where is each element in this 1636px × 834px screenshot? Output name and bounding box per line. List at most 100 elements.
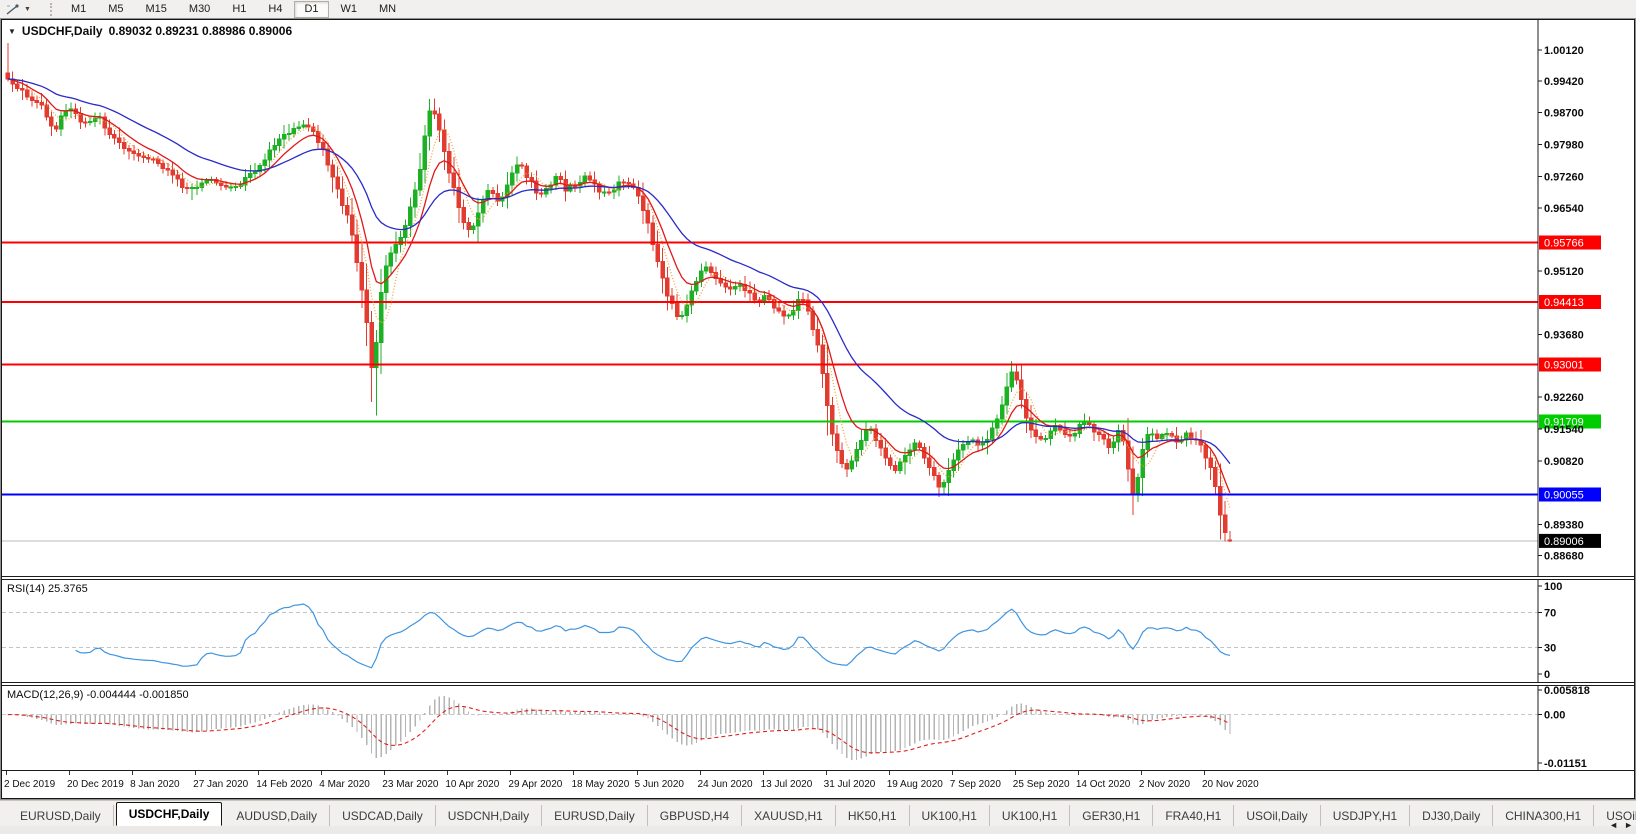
timeframe-button-mn[interactable]: MN <box>379 3 397 15</box>
current-price-badge-text: 0.89006 <box>1544 536 1584 548</box>
timeframe-button-h1[interactable]: H1 <box>232 3 247 15</box>
timeframe-button-w1[interactable]: W1 <box>340 3 358 15</box>
rsi-axis-label: 100 <box>1544 581 1562 593</box>
tab-scroll-right-button[interactable]: ► <box>1624 820 1633 830</box>
time-axis-label: 8 Jan 2020 <box>130 779 180 790</box>
time-axis-label: 7 Sep 2020 <box>949 779 1001 790</box>
svg-text:1.00120: 1.00120 <box>1544 45 1584 57</box>
top-toolbar: ▼ M1 M5 M15 M30 H1 H4 D1 W1 MN <box>0 0 1636 19</box>
macd-indicator-label: MACD(12,26,9) -0.004444 -0.001850 <box>7 689 189 701</box>
tab-scroll-left-button[interactable]: ◄ <box>1609 820 1619 830</box>
timeframe-button-m5[interactable]: M5 <box>108 3 124 15</box>
svg-text:0.96540: 0.96540 <box>1544 203 1584 215</box>
rsi-pane[interactable]: 100 70 30 0 RSI(14) 25.3765 <box>2 580 1634 682</box>
chart-title: ▼ USDCHF,Daily 0.89032 0.89231 0.88986 0… <box>8 24 292 38</box>
macd-histogram <box>11 696 1231 760</box>
time-axis-label: 4 Mar 2020 <box>319 779 370 790</box>
chart-tab-hk50-h1[interactable]: HK50,H1 <box>836 805 910 826</box>
timeframe-buttons: M1 M5 M15 M30 H1 H4 D1 W1 MN <box>60 0 407 18</box>
macd-axis-label: -0.01151 <box>1544 758 1587 770</box>
price-pane[interactable]: 0.95766 0.94413 0.93001 0.91709 0.90055 1.001… <box>2 20 1634 576</box>
chart-tab-china300-h1[interactable]: CHINA300,H1 <box>1493 805 1595 826</box>
time-axis-tick <box>573 771 575 775</box>
chart-tab-fra40-h1[interactable]: FRA40,H1 <box>1153 805 1235 826</box>
price-axis-labels: 1.00120 0.99420 0.98700 0.97980 0.97260 0.965… <box>1538 45 1584 562</box>
time-axis-label: 29 Apr 2020 <box>508 779 563 790</box>
time-axis-label: 2 Dec 2019 <box>4 779 56 790</box>
horizontal-object-lines[interactable]: 0.95766 0.94413 0.93001 0.91709 0.90055 <box>2 235 1601 502</box>
chart-tab-usoil-daily[interactable]: USOil,Daily <box>1234 805 1321 826</box>
chart-tab-uk100-h1[interactable]: UK100,H1 <box>910 805 990 826</box>
draw-tool-dropdown-icon[interactable]: ▼ <box>24 5 31 13</box>
time-axis-tick <box>699 771 701 775</box>
time-axis-tick <box>6 771 7 775</box>
pane-separator[interactable] <box>2 576 1634 580</box>
time-axis-label: 23 Mar 2020 <box>382 779 439 790</box>
time-axis-tick <box>825 771 827 775</box>
chart-tab-usdjpy-h1[interactable]: USDJPY,H1 <box>1321 805 1411 826</box>
chart-tab-usdcnh-daily[interactable]: USDCNH,Daily <box>436 805 543 826</box>
chart-tab-audusd-daily[interactable]: AUDUSD,Daily <box>224 805 331 826</box>
timeframe-button-d1[interactable]: D1 <box>294 0 329 18</box>
time-axis-tick <box>1140 771 1142 775</box>
time-axis-label: 27 Jan 2020 <box>193 779 249 790</box>
hline-price-badge-text: 0.91709 <box>1544 417 1584 429</box>
chart-ohlc-values: 0.89032 0.89231 0.88986 0.89006 <box>108 24 293 38</box>
chart-tab-usdcad-daily[interactable]: USDCAD,Daily <box>330 805 436 826</box>
chart-tab-bar: EURUSD,Daily USDCHF,Daily AUDUSD,Daily USDC… <box>0 800 1636 826</box>
time-axis-label: 14 Oct 2020 <box>1075 779 1131 790</box>
chart-tab-gbpusd-h4[interactable]: GBPUSD,H4 <box>648 805 743 826</box>
macd-signal-line <box>7 705 1231 754</box>
macd-pane[interactable]: 0.005818 0.00 -0.01151 MACD(12,26,9) -0.00… <box>2 686 1634 770</box>
svg-text:0.95120: 0.95120 <box>1544 266 1584 278</box>
time-axis-tick <box>1077 771 1079 775</box>
draw-line-tool-icon[interactable] <box>3 2 22 17</box>
timeframe-button-h4[interactable]: H4 <box>268 3 283 15</box>
timeframe-button-m30[interactable]: M30 <box>188 3 211 15</box>
chart-tab-dj30-daily[interactable]: DJ30,Daily <box>1410 805 1494 826</box>
fast-ma-line <box>26 87 1231 509</box>
time-axis-tick <box>510 771 512 775</box>
chart-tab-usoil-h1[interactable]: USOil,H1 <box>1594 805 1636 826</box>
hline-price-badge-text: 0.93001 <box>1544 359 1584 371</box>
time-axis-label: 2 Nov 2020 <box>1138 779 1191 790</box>
chart-menu-caret-icon[interactable]: ▼ <box>8 26 16 36</box>
time-axis-tick <box>132 771 134 775</box>
chart-tab-usdchf-daily[interactable]: USDCHF,Daily <box>115 802 223 826</box>
hline-price-badge <box>1539 295 1601 310</box>
svg-text:0.97980: 0.97980 <box>1544 140 1584 152</box>
macd-axis-label: 0.005818 <box>1544 686 1590 697</box>
time-axis-tick <box>384 771 386 775</box>
time-axis[interactable]: 2 Dec 2019 20 Dec 2019 8 Jan 2020 27 Jan 20… <box>2 770 1634 798</box>
time-axis-label: 20 Dec 2019 <box>67 779 124 790</box>
chart-tab-xauusd-h1[interactable]: XAUUSD,H1 <box>742 805 836 826</box>
svg-text:0.88680: 0.88680 <box>1544 550 1584 562</box>
time-axis-tick <box>447 771 449 775</box>
chart-symbol-label: USDCHF,Daily <box>21 24 103 38</box>
time-axis-label: 10 Apr 2020 <box>445 779 500 790</box>
time-axis-tick <box>762 771 764 775</box>
svg-text:0.91540: 0.91540 <box>1544 424 1584 436</box>
chart-tab-uk100-h1[interactable]: UK100,H1 <box>990 805 1071 826</box>
pane-separator[interactable] <box>2 682 1634 686</box>
rsi-axis-label: 0 <box>1544 669 1550 681</box>
tab-scroll-buttons: ◄ ► <box>1609 820 1633 830</box>
hline-price-badge-text: 0.94413 <box>1544 297 1584 309</box>
timeframe-button-m15[interactable]: M15 <box>145 3 167 15</box>
svg-text:0.99420: 0.99420 <box>1544 76 1584 88</box>
chart-tab-eurusd-daily[interactable]: EURUSD,Daily <box>8 805 114 826</box>
toolbar-grip <box>49 2 52 16</box>
time-axis-label: 24 Jun 2020 <box>697 779 753 790</box>
hline-price-badge <box>1539 487 1601 502</box>
timeframe-button-m1[interactable]: M1 <box>70 3 87 15</box>
time-axis-tick <box>258 771 260 775</box>
candlesticks[interactable] <box>5 42 1233 542</box>
chart-tab-eurusd-daily[interactable]: EURUSD,Daily <box>542 805 648 826</box>
chart-tab-ger30-h1[interactable]: GER30,H1 <box>1070 805 1154 826</box>
time-axis-tick <box>195 771 197 775</box>
time-axis-label: 18 May 2020 <box>571 779 630 790</box>
hline-price-badge <box>1539 414 1601 429</box>
time-axis-tick <box>888 771 890 775</box>
time-axis-tick <box>1014 771 1016 775</box>
time-axis-label: 5 Jun 2020 <box>634 779 685 790</box>
